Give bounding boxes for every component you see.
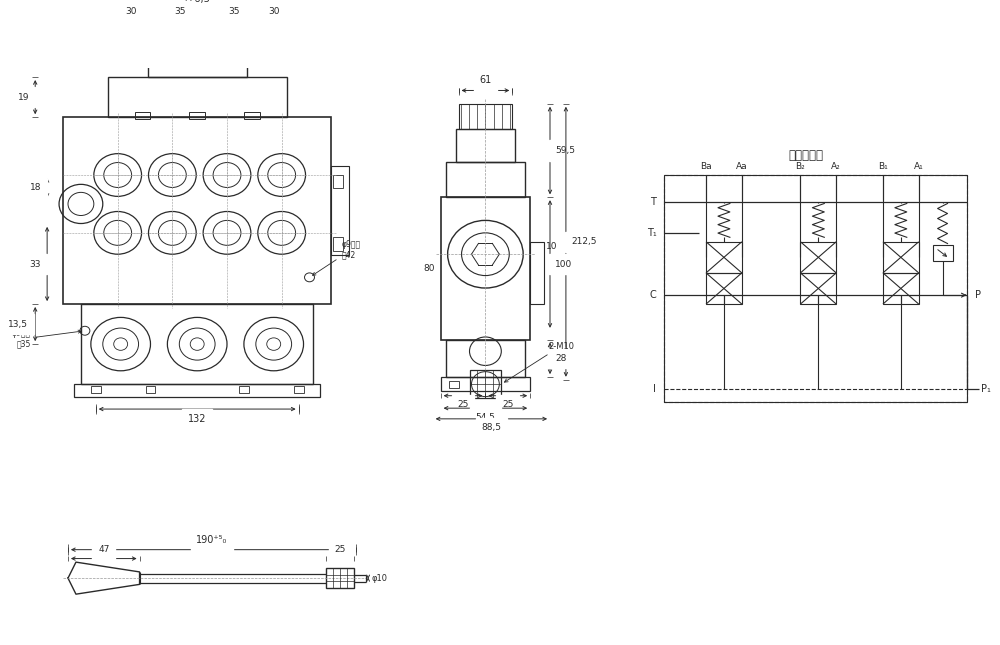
Bar (91, 386, 101, 393)
Text: T₁: T₁ (647, 228, 656, 238)
Text: 18: 18 (30, 183, 41, 192)
Bar (146, 386, 155, 393)
Text: 30: 30 (125, 6, 136, 15)
Bar (441, 377, 530, 392)
Text: 88,5: 88,5 (481, 423, 501, 432)
Text: φ9通孔
深42: φ9通孔 深42 (313, 241, 360, 275)
Bar (135, 112, 150, 119)
Text: A₁: A₁ (914, 161, 924, 170)
Text: 28: 28 (555, 354, 566, 363)
Bar (883, 273, 919, 304)
Text: I: I (653, 384, 656, 393)
Text: 2-M10: 2-M10 (504, 342, 574, 382)
Text: 25: 25 (457, 400, 469, 409)
Bar (800, 273, 836, 304)
Bar (333, 175, 343, 188)
Text: 13,5: 13,5 (8, 319, 28, 328)
Text: 61: 61 (479, 75, 492, 85)
Text: 132: 132 (188, 414, 206, 424)
Bar (331, 166, 349, 255)
Text: 54,5: 54,5 (475, 413, 495, 422)
Bar (81, 304, 313, 384)
Text: T: T (650, 197, 656, 206)
Bar (664, 175, 967, 402)
Bar (449, 381, 459, 388)
Bar (446, 162, 525, 197)
Bar (148, 41, 247, 77)
Text: C: C (650, 290, 656, 300)
Bar (150, 19, 244, 43)
Bar (933, 245, 953, 261)
Text: A₂: A₂ (831, 161, 841, 170)
Text: 30: 30 (268, 6, 279, 15)
Text: 35: 35 (175, 6, 186, 15)
Bar (189, 112, 205, 119)
Bar (294, 386, 304, 393)
Bar (239, 386, 249, 393)
Text: 80: 80 (423, 264, 435, 273)
Text: B₁: B₁ (878, 161, 888, 170)
Text: 35: 35 (228, 6, 240, 15)
Text: φ10: φ10 (371, 573, 387, 582)
Bar (456, 129, 515, 162)
Text: Ba: Ba (700, 161, 712, 170)
Bar (74, 384, 320, 397)
Bar (459, 104, 512, 129)
Bar (470, 370, 501, 399)
Text: 176,5: 176,5 (183, 0, 211, 4)
Bar (706, 242, 742, 273)
Bar (108, 77, 287, 117)
Bar (883, 242, 919, 273)
Bar (446, 340, 525, 377)
Bar (800, 242, 836, 273)
Bar (333, 237, 343, 251)
Text: P: P (975, 290, 981, 300)
Text: 液压原理图: 液压原理图 (788, 148, 823, 162)
Text: 100: 100 (555, 259, 572, 268)
Bar (530, 242, 544, 304)
Text: 25: 25 (502, 400, 513, 409)
Bar (664, 175, 967, 402)
Text: Aa: Aa (736, 161, 748, 170)
Text: P₁: P₁ (981, 384, 991, 393)
Bar (441, 197, 530, 340)
Bar (244, 112, 260, 119)
Bar (63, 117, 331, 304)
Text: B₂: B₂ (796, 161, 805, 170)
Text: 59,5: 59,5 (555, 146, 575, 155)
Text: φ9通孔
深35: φ9通孔 深35 (12, 330, 81, 349)
Text: 25: 25 (335, 545, 346, 554)
Bar (326, 568, 354, 588)
Text: 190⁺⁵₀: 190⁺⁵₀ (196, 535, 228, 545)
Text: 19: 19 (18, 93, 29, 102)
Bar (706, 273, 742, 304)
Text: 47: 47 (98, 545, 109, 554)
Text: 10: 10 (546, 242, 558, 251)
Text: 33: 33 (30, 259, 41, 268)
Text: 212,5: 212,5 (571, 237, 596, 246)
